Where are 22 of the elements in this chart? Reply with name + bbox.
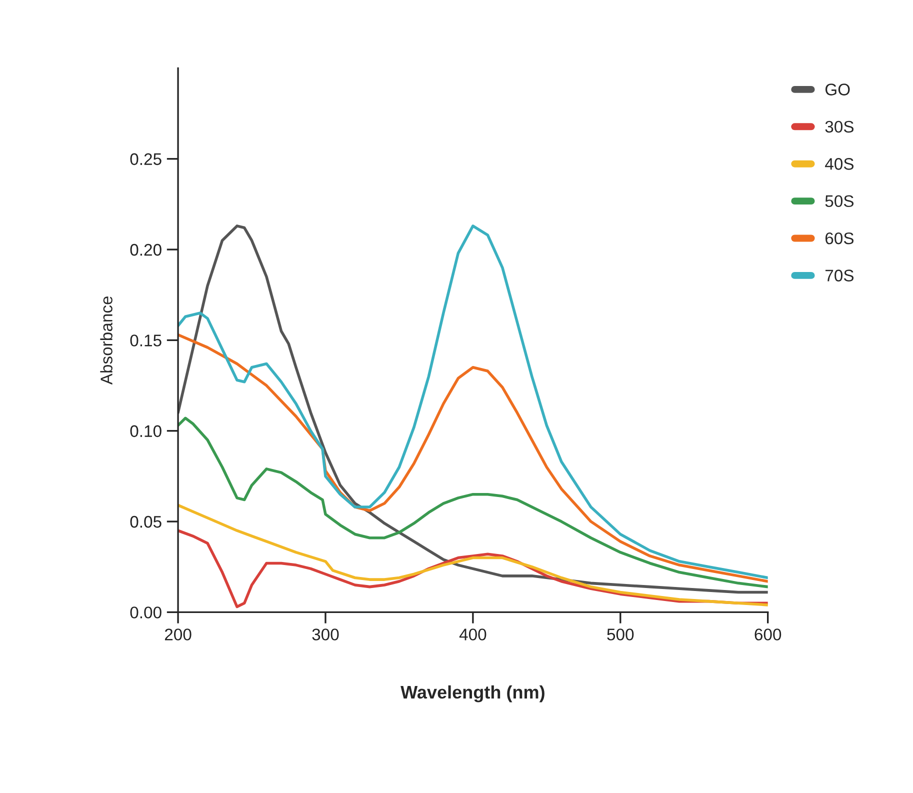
legend-label: 50S: [825, 195, 854, 208]
legend-label: 70S: [825, 270, 854, 282]
y-tick-label: 0.05: [130, 516, 162, 528]
y-tick-label: 0.25: [130, 153, 162, 166]
line-series: [178, 333, 768, 583]
legend-label: 40S: [825, 158, 854, 170]
y-axis-title: Absorbance: [100, 296, 112, 385]
line-series: [178, 416, 768, 588]
line-series: [178, 504, 768, 606]
legend-label: 60S: [825, 232, 854, 244]
x-tick-label: 200: [164, 628, 192, 640]
legend-label: 30S: [825, 120, 854, 133]
x-tick-label: 500: [607, 628, 634, 640]
y-tick-label: 0.20: [130, 244, 162, 256]
x-tick-label: 400: [459, 628, 486, 640]
y-tick-label: 0.10: [130, 425, 162, 438]
y-tick-label: 0.15: [130, 334, 162, 346]
legend-label: GO: [825, 84, 850, 96]
x-axis-title: Wavelength (nm): [400, 685, 544, 702]
y-tick-label: 0.00: [130, 606, 162, 618]
x-tick-label: 300: [312, 628, 339, 640]
x-tick-label: 600: [754, 628, 782, 640]
